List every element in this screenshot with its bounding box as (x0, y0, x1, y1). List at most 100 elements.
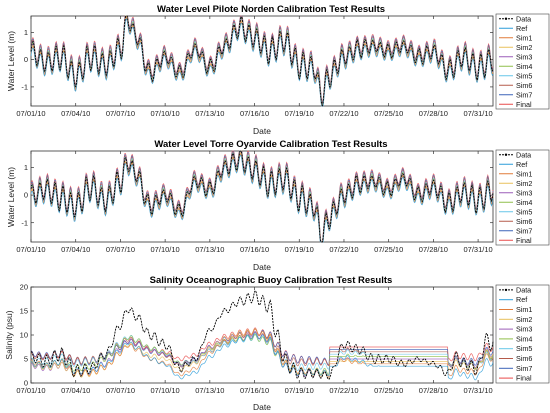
y-ticks: 0 5 10 15 20 (20, 283, 493, 388)
panel-title: Salinity Oceanographic Buoy Calibration … (150, 275, 393, 286)
x-tick-label: 07/22/10 (329, 386, 358, 395)
x-axis-label: Date (253, 402, 271, 412)
x-tick-label: 07/10/10 (151, 386, 180, 395)
x-tick-label: 07/28/10 (419, 109, 448, 118)
legend-label-sim2: Sim2 (516, 179, 532, 188)
x-tick-label: 07/01/10 (16, 109, 45, 118)
series-lines (30, 150, 494, 243)
x-tick-label: 07/16/10 (240, 245, 269, 254)
series-lines (30, 289, 494, 381)
series-line-data (30, 150, 494, 243)
series-line-sim4 (30, 333, 494, 376)
x-tick-label: 07/13/10 (195, 109, 224, 118)
series-line-sim7 (30, 328, 494, 366)
legend-marker (504, 17, 508, 20)
x-tick-label: 07/19/10 (285, 109, 314, 118)
legend-label-sim7: Sim7 (516, 364, 532, 373)
legend-label-sim5: Sim5 (516, 71, 532, 80)
series-lines (30, 15, 494, 107)
y-tick-label: 0 (24, 191, 28, 200)
x-tick-label: 07/19/10 (285, 386, 314, 395)
series-line-ref (30, 332, 494, 381)
legend-label-data: Data (516, 14, 531, 23)
x-tick-label: 07/10/10 (151, 245, 180, 254)
series-line-sim1 (30, 328, 494, 377)
legend-label-sim3: Sim3 (516, 325, 532, 334)
legend-box (495, 13, 550, 110)
legend-box (495, 149, 550, 246)
y-axis-label: Water Level (m) (6, 31, 16, 91)
x-tick-label: 07/16/10 (240, 386, 269, 395)
x-tick-label: 07/31/10 (463, 109, 492, 118)
legend-label-sim7: Sim7 (516, 226, 532, 235)
x-tick-label: 07/01/10 (16, 245, 45, 254)
legend-label-sim4: Sim4 (516, 334, 532, 343)
x-tick-label: 07/04/10 (61, 109, 90, 118)
x-ticks: 07/01/10 07/04/10 07/07/10 07/10/10 07/13/10… (16, 151, 493, 254)
x-ticks: 07/01/10 07/04/10 07/07/10 07/10/10 07/13/10… (16, 16, 493, 118)
panel-pilote-norden: Water Level Pilote Norden Calibration Te… (6, 4, 550, 136)
x-tick-label: 07/07/10 (106, 245, 135, 254)
legend-label-sim1: Sim1 (516, 305, 532, 314)
panel-title: Water Level Pilote Norden Calibration Te… (157, 4, 385, 15)
x-tick-label: 07/07/10 (106, 386, 135, 395)
y-tick-label: -1 (21, 218, 28, 227)
legend-label-data: Data (516, 285, 531, 294)
y-tick-label: 1 (24, 28, 28, 37)
x-tick-label: 07/28/10 (419, 386, 448, 395)
x-axis-label: Date (253, 262, 271, 272)
y-tick-label: 1 (24, 163, 28, 172)
x-tick-label: 07/25/10 (374, 245, 403, 254)
legend-label-sim1: Sim1 (516, 169, 532, 178)
x-tick-label: 07/28/10 (419, 245, 448, 254)
legend-label-sim5: Sim5 (516, 344, 532, 353)
series-line-ref (30, 17, 494, 107)
legend-label-sim7: Sim7 (516, 90, 532, 99)
legend-label-data: Data (516, 150, 531, 159)
legend-label-ref: Ref (516, 160, 527, 169)
legend-label-ref: Ref (516, 295, 527, 304)
y-tick-label: -1 (21, 83, 28, 92)
legend-label-ref: Ref (516, 24, 527, 33)
legend-label-final: Final (516, 236, 532, 245)
y-tick-label: 0 (24, 55, 28, 64)
legend-marker (504, 288, 508, 292)
legend-label-sim4: Sim4 (516, 62, 532, 71)
x-tick-label: 07/04/10 (61, 245, 90, 254)
y-axis-label: Water Level (m) (6, 167, 16, 227)
x-axis-label: Date (253, 126, 271, 136)
panel-salinity-buoy: Salinity Oceanographic Buoy Calibration … (4, 275, 550, 412)
series-line-ref (30, 154, 494, 243)
y-tick-label: 0 (24, 379, 28, 388)
x-tick-label: 07/25/10 (374, 109, 403, 118)
y-tick-label: 20 (20, 283, 28, 292)
legend-label-sim3: Sim3 (516, 188, 532, 197)
x-ticks: 07/01/10 07/04/10 07/07/10 07/10/10 07/13/10… (16, 287, 493, 395)
x-tick-label: 07/07/10 (106, 109, 135, 118)
legend-label-final: Final (516, 374, 532, 383)
legend-label-sim6: Sim6 (516, 81, 532, 90)
panel-title: Water Level Torre Oyarvide Calibration T… (154, 139, 387, 150)
x-tick-label: 07/22/10 (329, 109, 358, 118)
legend-label-sim6: Sim6 (516, 217, 532, 226)
x-tick-label: 07/19/10 (285, 245, 314, 254)
y-axis-label: Salinity (psu) (4, 310, 14, 359)
x-tick-label: 07/16/10 (240, 109, 269, 118)
y-tick-label: 10 (20, 331, 28, 340)
x-tick-label: 07/25/10 (374, 386, 403, 395)
x-tick-label: 07/04/10 (61, 386, 90, 395)
legend-marker (504, 153, 508, 156)
legend-label-sim4: Sim4 (516, 198, 532, 207)
x-tick-label: 07/13/10 (195, 245, 224, 254)
x-tick-label: 07/22/10 (329, 245, 358, 254)
series-line-sim3 (30, 331, 494, 379)
legend-label-sim2: Sim2 (516, 43, 532, 52)
x-tick-label: 07/31/10 (463, 245, 492, 254)
legend-label-sim6: Sim6 (516, 354, 532, 363)
legend-label-sim2: Sim2 (516, 315, 532, 324)
legend-label-sim1: Sim1 (516, 33, 532, 42)
